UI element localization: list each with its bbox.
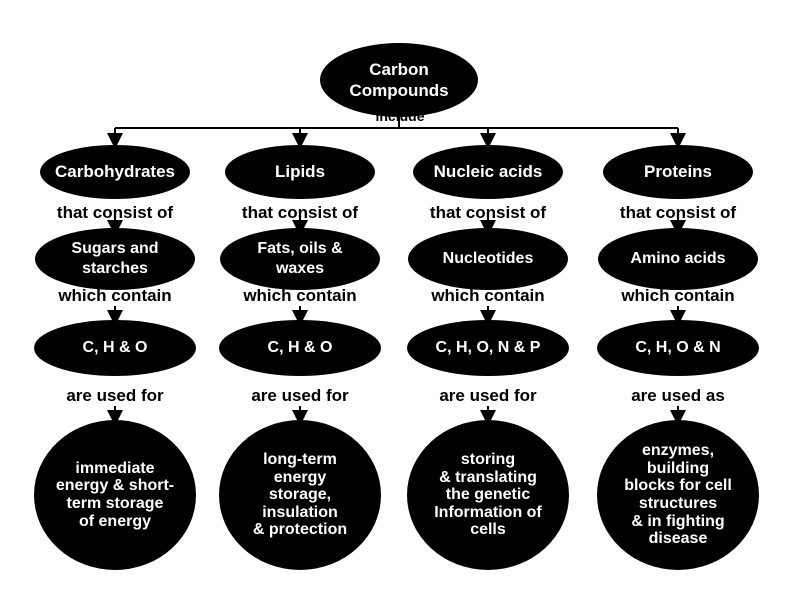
subunit-node: Nucleotides <box>408 228 568 290</box>
category-node: Lipids <box>225 145 375 199</box>
function-node: immediate energy & short- term storage o… <box>34 420 196 570</box>
consist-link-label: that consist of <box>619 203 737 222</box>
contain-link-label: which contain <box>58 286 172 305</box>
contain-link-label: which contain <box>621 286 735 305</box>
elements-node: C, H & O <box>34 320 196 376</box>
category-node: Proteins <box>603 145 753 199</box>
function-node: long-term energy storage, insulation & p… <box>219 420 381 570</box>
function-node: storing & translating the genetic Inform… <box>407 420 569 570</box>
consist-link-label: that consist of <box>241 203 359 222</box>
root-node: Carbon Compounds <box>320 43 478 117</box>
used-link-label: are used for <box>66 386 164 405</box>
elements-node: C, H & O <box>219 320 381 376</box>
subunit-node: Sugars and starches <box>35 228 195 290</box>
consist-link-label: that consist of <box>56 203 174 222</box>
subunit-node: Fats, oils & waxes <box>220 228 380 290</box>
used-link-label: are used for <box>251 386 349 405</box>
contain-link-label: which contain <box>431 286 545 305</box>
contain-link-label: which contain <box>243 286 357 305</box>
subunit-node: Amino acids <box>598 228 758 290</box>
used-link-label: are used as <box>631 386 725 405</box>
category-node: Nucleic acids <box>413 145 563 199</box>
root-link-label: include <box>375 108 425 124</box>
category-node: Carbohydrates <box>40 145 190 199</box>
elements-node: C, H, O, N & P <box>407 320 569 376</box>
consist-link-label: that consist of <box>429 203 547 222</box>
elements-node: C, H, O & N <box>597 320 759 376</box>
function-node: enzymes, building blocks for cell struct… <box>597 420 759 570</box>
used-link-label: are used for <box>439 386 537 405</box>
